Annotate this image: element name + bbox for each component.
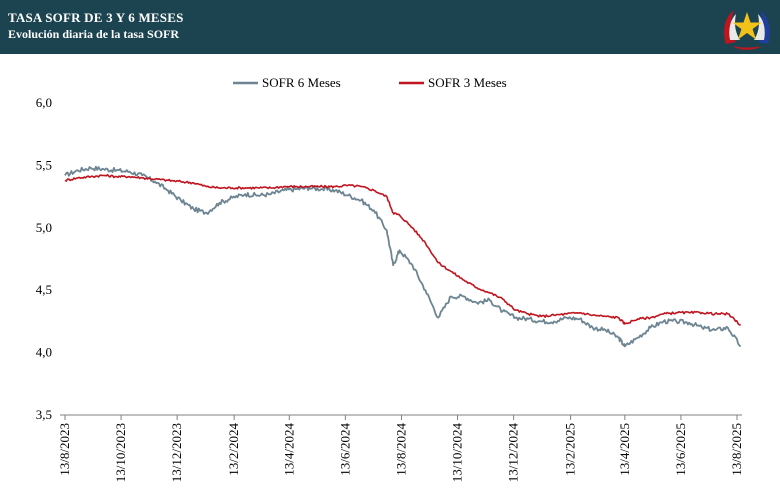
x-tick-label: 13/6/2024 [337, 423, 352, 476]
y-tick-label: 4,5 [36, 282, 52, 297]
x-tick-label: 13/8/2024 [393, 423, 408, 476]
series-line-sofr-6m [64, 165, 742, 348]
national-seal-logo [724, 10, 770, 50]
x-tick-label: 13/12/2023 [169, 423, 184, 482]
y-tick-label: 6,0 [36, 95, 52, 110]
x-tick-label: 13/2/2025 [563, 423, 578, 476]
x-tick-label: 13/6/2025 [673, 423, 688, 476]
x-tick-label: 13/8/2023 [57, 423, 72, 476]
x-tick-label: 13/4/2025 [617, 423, 632, 476]
x-tick-label: 13/2/2024 [226, 423, 241, 476]
header-bar: TASA SOFR DE 3 Y 6 MESES Evolución diari… [0, 0, 780, 54]
x-tick-label: 13/10/2024 [450, 423, 465, 483]
page-title: TASA SOFR DE 3 Y 6 MESES [8, 10, 184, 25]
y-tick-label: 3,5 [36, 407, 52, 422]
legend: SOFR 6 Meses SOFR 3 Meses [233, 75, 507, 90]
legend-label-sofr-6m: SOFR 6 Meses [262, 75, 341, 90]
y-tick-label: 5,0 [36, 220, 52, 235]
page-subtitle: Evolución diaria de la tasa SOFR [8, 27, 180, 41]
y-tick-label: 5,5 [36, 157, 52, 172]
x-tick-label: 13/10/2023 [113, 423, 128, 482]
x-axis-ticks: 13/8/2023 13/10/2023 13/12/2023 13/2/2024 13… [57, 415, 744, 482]
x-tick-label: 13/4/2024 [281, 423, 296, 476]
legend-label-sofr-3m: SOFR 3 Meses [428, 75, 507, 90]
y-axis-ticks: 3,5 4,0 4,5 5,0 5,5 6,0 [36, 95, 52, 422]
sofr-line-chart: SOFR 6 Meses SOFR 3 Meses 3,5 4,0 4,5 5,0 5,… [36, 75, 744, 482]
y-tick-label: 4,0 [36, 345, 52, 360]
series-layer [64, 165, 742, 348]
x-tick-label: 13/8/2025 [729, 423, 744, 476]
x-tick-label: 13/12/2024 [506, 423, 521, 483]
series-line-sofr-3m [64, 173, 741, 326]
